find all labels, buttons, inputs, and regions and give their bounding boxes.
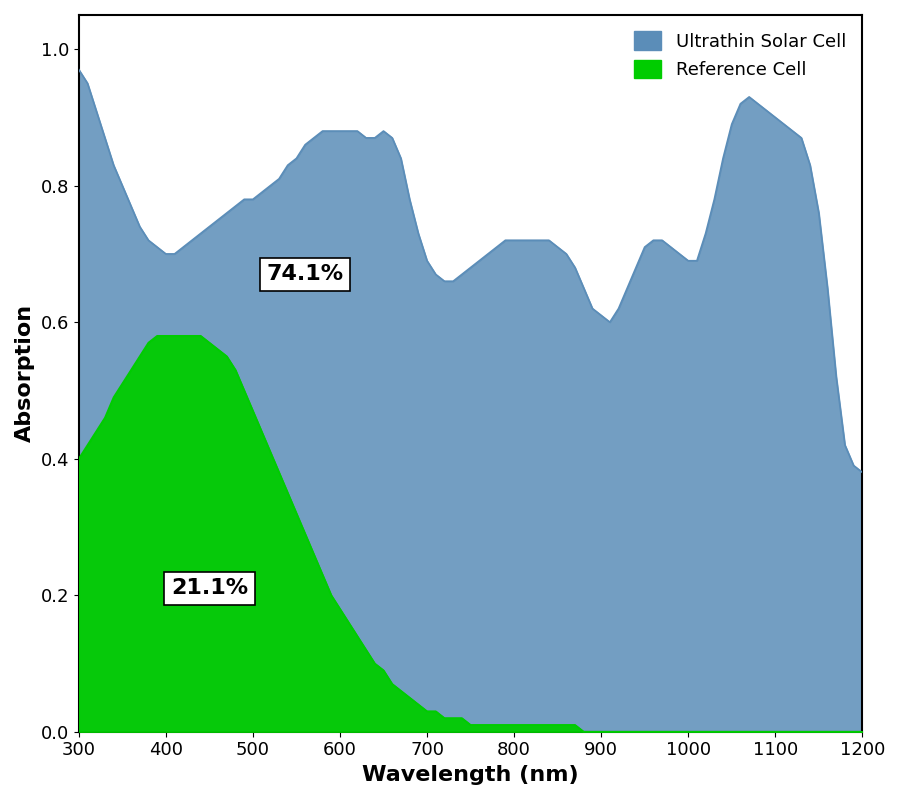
X-axis label: Wavelength (nm): Wavelength (nm) [362,765,579,785]
Y-axis label: Absorption: Absorption [15,304,35,442]
Legend: Ultrathin Solar Cell, Reference Cell: Ultrathin Solar Cell, Reference Cell [627,24,853,86]
Text: 21.1%: 21.1% [171,578,248,598]
Text: 74.1%: 74.1% [266,264,344,284]
